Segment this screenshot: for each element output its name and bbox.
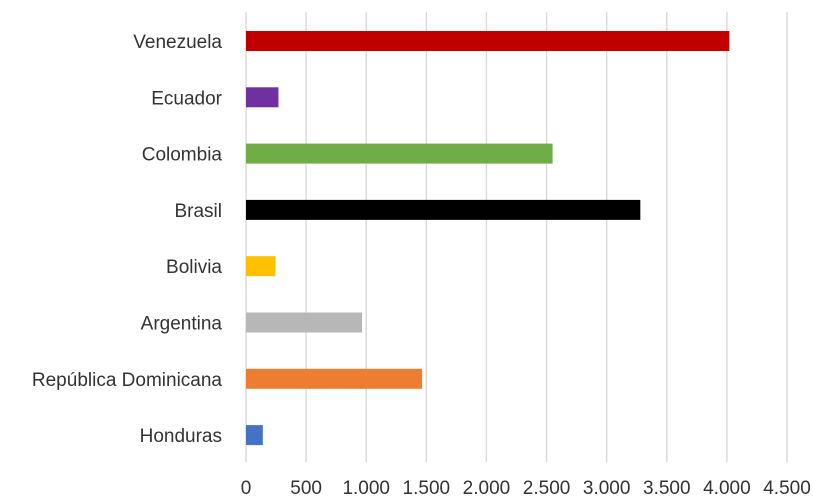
category-label: Honduras <box>140 426 222 447</box>
bars <box>246 31 730 446</box>
x-tick-label: 4.500 <box>763 478 811 499</box>
bar <box>246 199 641 220</box>
x-tick-label: 2.500 <box>523 478 571 499</box>
category-label: Venezuela <box>133 32 222 53</box>
bar <box>246 31 730 51</box>
x-tick-label: 3.000 <box>583 478 631 499</box>
category-label: Bolivia <box>166 257 222 278</box>
bar <box>246 368 423 389</box>
category-label: Colombia <box>142 145 223 166</box>
category-label: Brasil <box>174 201 222 222</box>
bar <box>246 87 279 108</box>
category-label: Argentina <box>141 314 223 335</box>
category-label: República Dominicana <box>32 370 223 391</box>
bar <box>246 425 263 446</box>
x-axis-tick-labels: 0 500 1.000 1.500 2.000 2.500 3.000 3.500 4.000 4… <box>241 478 811 499</box>
x-tick-label: 4.000 <box>703 478 751 499</box>
x-tick-label: 1.500 <box>403 478 451 499</box>
bar <box>246 312 363 333</box>
x-tick-label: 3.500 <box>643 478 691 499</box>
category-label: Ecuador <box>151 88 222 109</box>
gridlines <box>245 12 788 462</box>
x-tick-label: 0 <box>241 478 252 499</box>
bar <box>246 143 553 164</box>
x-tick-label: 500 <box>290 478 322 499</box>
x-tick-label: 1.000 <box>342 478 390 499</box>
category-labels: Venezuela Ecuador Colombia Brasil Bolivia Arg… <box>32 32 223 447</box>
x-tick-label: 2.000 <box>463 478 511 499</box>
bar <box>246 256 276 277</box>
